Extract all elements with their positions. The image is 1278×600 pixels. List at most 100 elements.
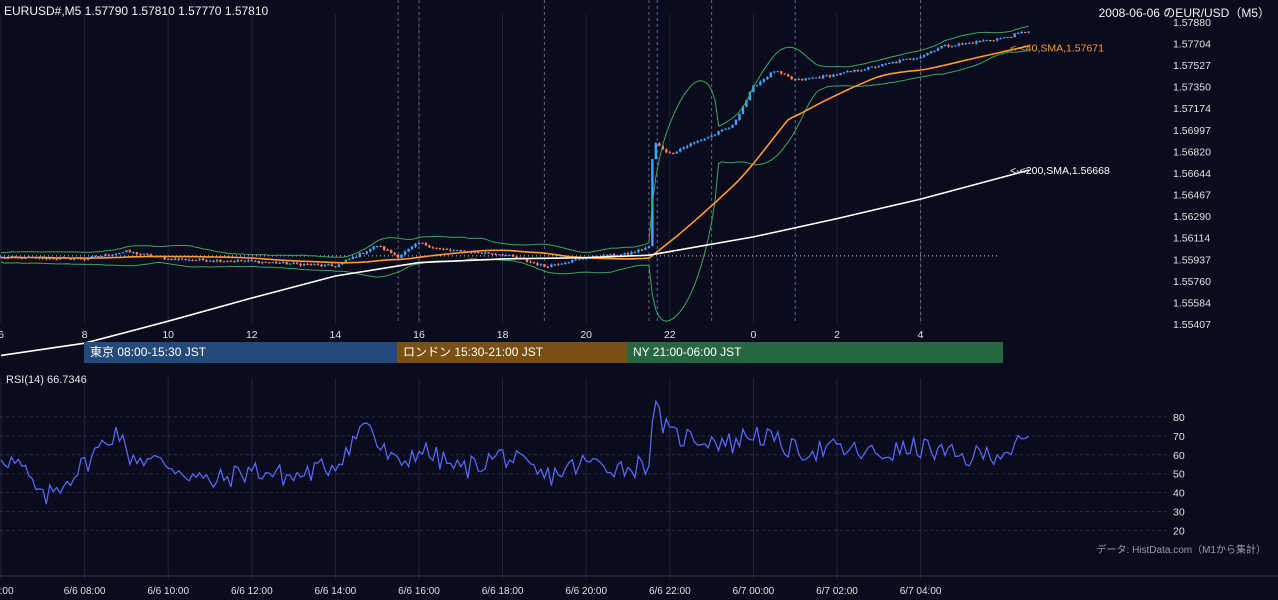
candle-body [818,77,821,79]
candle-body [985,40,988,42]
candle-body [299,263,302,266]
candle-body [229,260,233,262]
candle-body [348,259,351,261]
candle-body [358,252,361,257]
candle-body [48,258,51,260]
candle-body [571,259,574,263]
price-tick-label: 1.56997 [1173,125,1211,137]
candle-body [814,77,818,79]
rsi-label: RSI(14) 66.7346 [6,374,87,386]
candle-body [146,253,149,255]
candle-body [431,247,435,249]
candle-body [1009,37,1013,39]
price-tick-label: 1.57527 [1173,60,1211,72]
candle-body [741,106,745,115]
candle-body [581,258,584,260]
candle-body [745,100,748,107]
price-tick-label: 1.55407 [1173,319,1211,331]
rsi-x-tick-label: 6/7 00:00 [733,586,775,597]
candle-body [787,74,790,77]
candle-body [125,250,128,253]
candle-body [86,258,90,260]
main-x-tick-label: 0 [750,329,756,341]
candle-body [302,264,306,266]
candle-body [306,264,309,266]
candle-body [800,79,804,81]
rsi-x-tick-label: 6/6 20:00 [565,586,607,597]
candle-body [776,71,779,73]
candle-body [487,252,490,254]
candle-body [295,262,299,264]
candle-body [198,258,201,260]
candle-body [943,44,947,47]
candle-body [351,257,355,260]
candle-body [752,85,755,93]
candle-body [773,71,776,73]
price-tick-label: 1.57704 [1173,38,1211,50]
candle-body [428,245,431,248]
candle-body [654,143,658,160]
candle-body [410,246,414,249]
rsi-tick-label: 50 [1173,469,1185,481]
candle-body [449,249,452,251]
candle-body [529,261,532,263]
candle-body [372,246,375,250]
candle-body [525,259,529,262]
candle-body [435,247,438,249]
candle-body [901,59,905,61]
candle-body [644,247,647,250]
candle-body [633,252,637,254]
candle-body [574,259,577,261]
candle-body [609,254,612,257]
candle-body [170,258,173,261]
main-x-tick-label: 10 [162,329,174,341]
candle-body [480,252,483,254]
candle-body [703,138,706,141]
candle-body [658,143,661,146]
candle-body [961,43,964,45]
rsi-tick-label: 80 [1173,412,1185,424]
candle-body [194,259,198,261]
candle-body [560,263,564,265]
candle-body [114,253,118,255]
session-bar-london: ロンドン 15:30-21:00 JST [397,342,627,363]
candle-body [780,71,783,74]
candle-body [132,252,135,254]
candle-body [177,258,180,260]
rsi-x-tick-label: 6/6 16:00 [398,586,440,597]
candle-body [996,38,999,41]
candle-body [713,134,717,136]
rsi-line [0,399,1029,505]
rsi-x-tick-label: 6/6 22:00 [649,586,691,597]
candle-body [247,260,250,262]
candle-body [226,261,229,263]
price-tick-label: 1.56114 [1173,233,1210,245]
candle-body [55,259,58,261]
candle-body [201,258,205,261]
candle-body [233,260,236,262]
candle-body [710,135,713,138]
candle-body [968,42,971,44]
candle-body [947,44,950,47]
candle-body [477,251,480,253]
price-tick-label: 1.56290 [1173,211,1211,223]
rsi-x-tick-label: 6/7 04:00 [900,586,942,597]
candle-body [727,127,731,129]
candle-body [52,258,55,260]
bollinger-lower-line [0,50,1029,322]
candle-body [309,264,313,266]
candle-body [187,259,191,261]
candle-body [208,260,212,262]
candle-body [365,251,368,254]
candle-body [72,258,76,260]
price-tick-label: 1.57350 [1173,82,1211,94]
candle-body [396,254,400,258]
candle-body [442,248,445,250]
main-x-tick-label: 16 [413,329,425,341]
candle-body [915,58,919,60]
candle-body [386,249,389,251]
candle-body [954,45,957,47]
candle-body [546,266,550,268]
candle-body [881,64,884,67]
candle-body [456,250,459,252]
